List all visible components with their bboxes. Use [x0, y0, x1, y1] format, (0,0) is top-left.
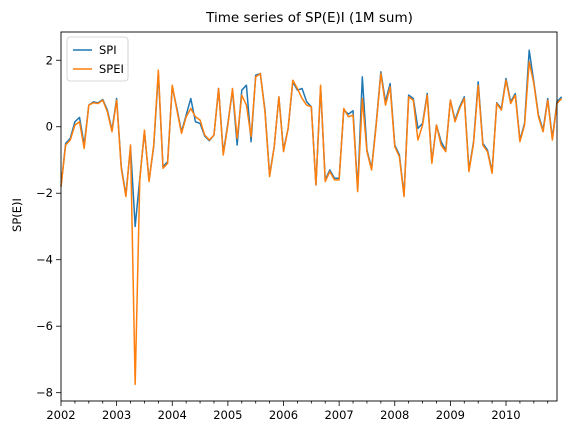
y-axis: −8 −6 −4 −2 0 2 [36, 53, 61, 400]
plot-frame [60, 31, 558, 402]
y-tick-label: −2 [36, 186, 53, 200]
y-axis-label: SP(E)I [10, 198, 24, 232]
plot-area [61, 32, 557, 401]
series-layer [60, 49, 563, 386]
legend: SPI SPEI [66, 36, 129, 82]
y-tick-label: −6 [36, 319, 53, 333]
legend-label-spei: SPEI [99, 62, 124, 76]
x-tick-label: 2005 [213, 408, 242, 422]
y-tick-label: 0 [46, 120, 53, 134]
legend-label-spi: SPI [99, 43, 117, 57]
y-tick-label: −4 [36, 253, 53, 267]
x-tick-label: 2007 [324, 408, 353, 422]
x-tick-label: 2006 [269, 408, 298, 422]
series-line-spei [60, 61, 563, 386]
y-tick-label: −8 [36, 386, 53, 400]
x-tick-label: 2010 [491, 408, 520, 422]
y-tick-label: 2 [46, 53, 53, 67]
x-tick-label: 2003 [102, 408, 131, 422]
x-tick-label: 2004 [158, 408, 187, 422]
legend-box [66, 36, 129, 82]
x-tick-label: 2009 [436, 408, 465, 422]
x-tick-label: 2002 [46, 408, 75, 422]
x-axis: 2002 2003 2004 2005 2006 2007 2008 2009 2010 [46, 401, 549, 422]
x-tick-label: 2008 [380, 408, 409, 422]
chart-title: Time series of SP(E)I (1M sum) [205, 10, 413, 26]
